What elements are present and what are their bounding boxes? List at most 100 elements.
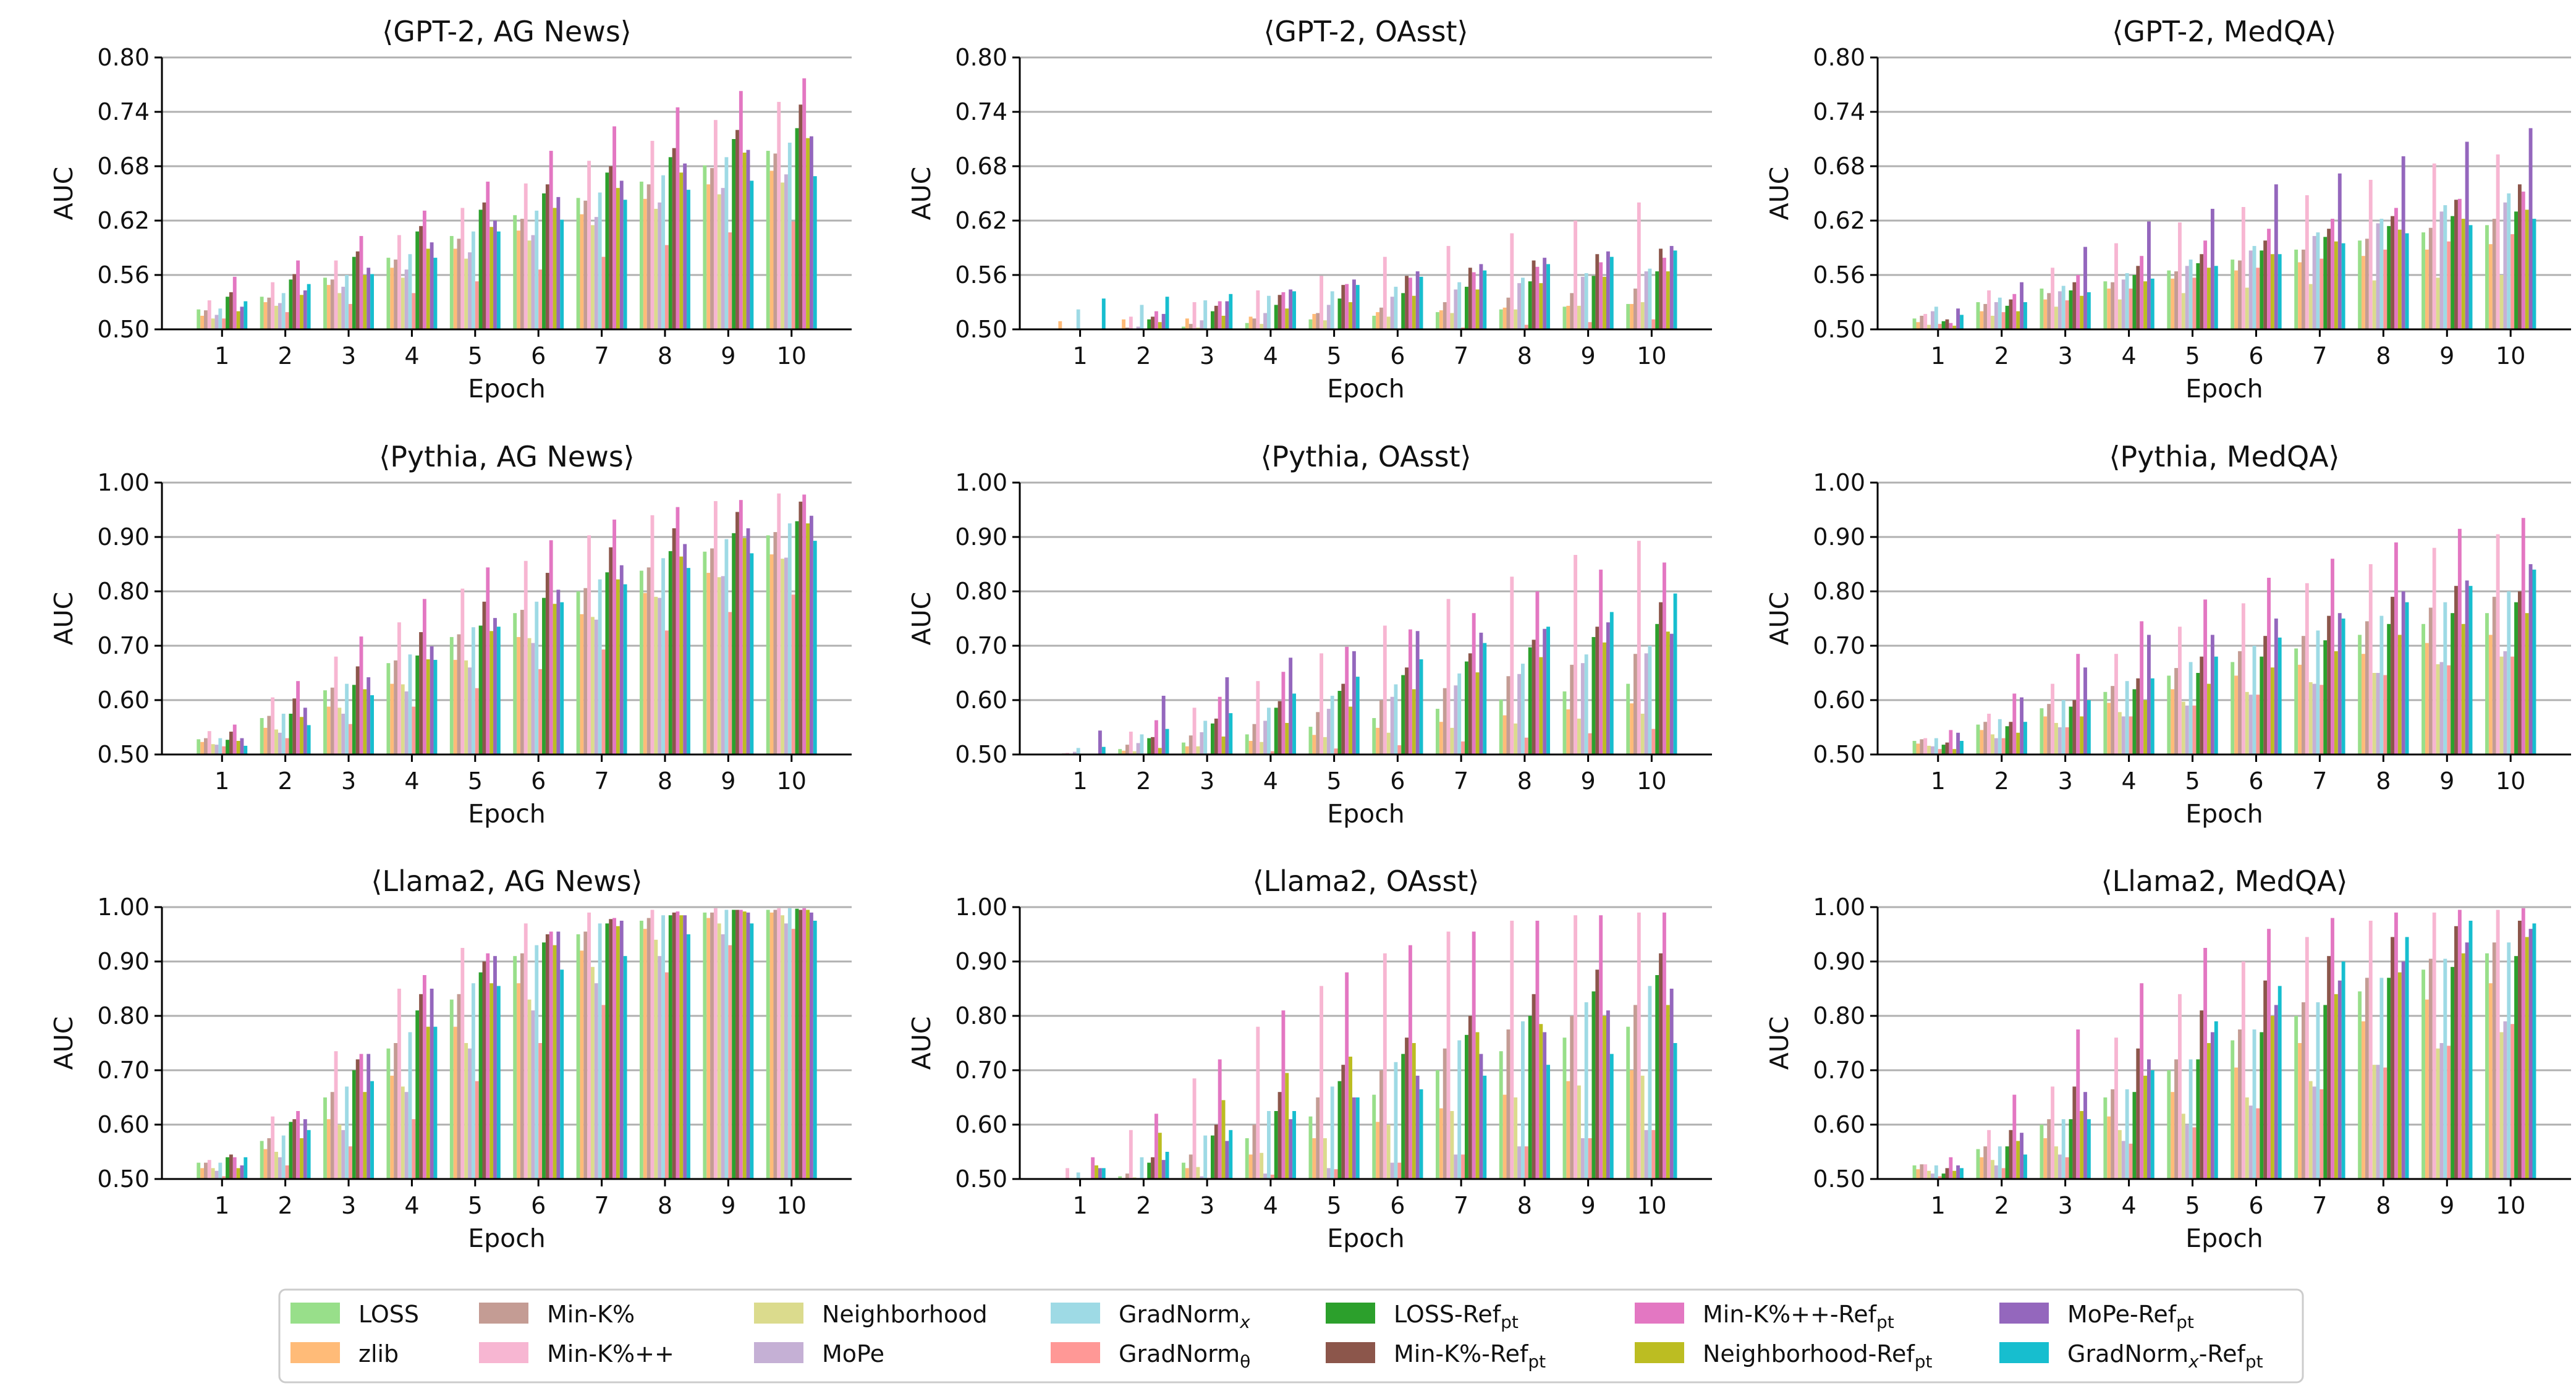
bar [591,225,595,329]
bar [296,260,300,329]
bar [1644,653,1648,754]
x-tick-label: 5 [2185,767,2200,795]
bar [2294,249,2298,329]
bar [710,167,714,329]
bar [523,923,528,1179]
bar [1609,612,1614,754]
bar [1595,254,1599,329]
bar [2432,912,2436,1179]
x-tick-label: 4 [2122,342,2137,370]
y-tick-label: 0.80 [1813,578,1865,605]
bar [449,999,454,1179]
bar [2009,299,2013,329]
bar [2107,703,2111,754]
bar [1457,1040,1462,1179]
bar [2263,980,2268,1179]
bar [1669,246,1674,329]
y-tick-label: 0.80 [955,44,1007,71]
bar [1475,1032,1480,1179]
bar [2334,994,2338,1179]
bar [2421,232,2425,329]
bar [2167,270,2171,329]
bar [2200,254,2204,329]
bar [2107,289,2111,329]
bar [1412,1043,1416,1179]
bar [2136,678,2140,754]
bar [1514,1097,1518,1179]
bar [2405,602,2409,754]
bar [742,911,747,1179]
bar [2331,918,2334,1179]
bar [433,258,438,329]
bar [2362,256,2365,329]
bar [2368,180,2373,329]
bar [1229,1130,1233,1179]
bar [2256,695,2260,754]
bar [271,1116,275,1179]
bar [496,231,501,329]
bar [1147,319,1151,329]
bar [2231,260,2235,329]
bar [2040,289,2044,329]
bar [2241,603,2245,754]
y-axis-label: AUC [907,1016,936,1070]
bar [2532,219,2536,329]
bar [2125,273,2129,329]
legend-label: MoPe [822,1340,884,1367]
legend-label: Min-K%++ [547,1340,674,1367]
bar [496,627,501,754]
bar [1210,1135,1214,1179]
bar [1483,270,1487,329]
y-axis-label: AUC [49,167,78,221]
bar [1248,741,1253,754]
legend-swatch [1635,1303,1684,1324]
bar [1648,986,1652,1179]
bar [1454,685,1458,754]
bar [2436,664,2440,754]
bar [1401,1054,1405,1179]
bar [1941,321,1946,329]
y-tick-label: 0.60 [97,1111,150,1138]
bar [271,282,275,329]
bar [2210,635,2214,754]
bar [222,1176,226,1179]
x-tick-label: 4 [1263,1192,1278,1219]
bar [2234,1067,2239,1179]
bar [1386,732,1391,754]
bar [400,684,405,754]
bar [766,535,770,754]
bar [1345,284,1349,329]
bar [1640,1075,1645,1179]
bar [605,172,609,329]
bar [337,293,342,329]
bar [394,660,398,754]
bar [1655,271,1659,329]
bar [1983,303,1988,329]
bar [2132,1092,2137,1179]
y-tick-label: 0.50 [1813,741,1865,768]
chart-title: ⟨Pythia, MedQA⟩ [2109,440,2339,473]
bar [650,515,655,754]
bar [1952,1170,1957,1179]
bar [1566,709,1570,754]
bar [1980,730,1984,754]
chart-panel: 0.50 0.60 0.70 0.80 0.90 1.00 1 2 3 4 5 6 7 8 9 10 ⟨Pyth… [49,440,852,829]
bar [1454,289,1458,329]
bar [1941,745,1946,754]
bar [2125,1089,2129,1179]
bar [464,1043,468,1179]
chart-panel: 0.50 0.60 0.70 0.80 0.90 1.00 1 2 3 4 5 6 7 8 9 10 ⟨Pyth… [907,440,1712,829]
bar [616,579,620,754]
bar [2436,1048,2440,1179]
bar [809,515,813,754]
bar [404,691,409,754]
bar [2192,277,2197,329]
bar [531,643,535,754]
bar [605,923,609,1179]
bar [2372,1065,2376,1179]
bar [1539,283,1543,329]
bar [493,618,497,754]
bar [672,912,676,1179]
bar [2312,1086,2316,1179]
